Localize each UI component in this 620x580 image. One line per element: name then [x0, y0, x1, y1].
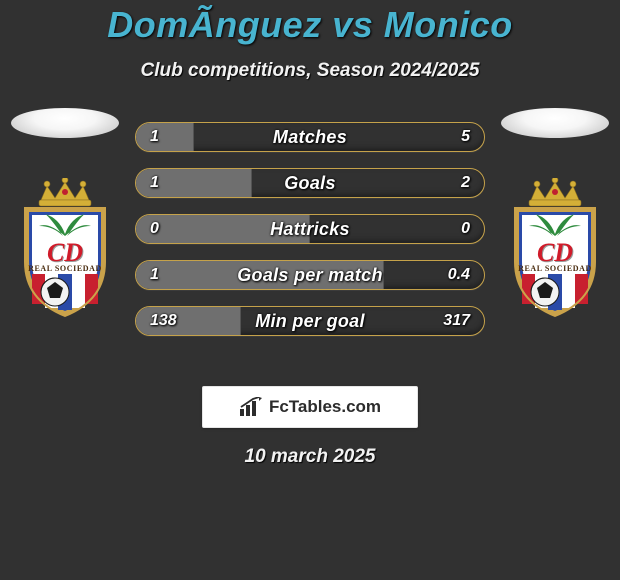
watermark-text: FcTables.com	[269, 397, 381, 417]
stat-label: Goals per match	[237, 265, 383, 286]
stat-label: Hattricks	[270, 219, 350, 240]
watermark-text-prefix: FcTables	[269, 397, 341, 416]
subtitle: Club competitions, Season 2024/2025	[0, 60, 620, 82]
crest-ball-icon	[531, 278, 559, 306]
crest-ball-icon	[41, 278, 69, 306]
stat-label: Goals	[284, 173, 336, 194]
player2-club-crest: CD REAL SOCIEDAD	[505, 178, 605, 318]
right-player-column: CD REAL SOCIEDAD	[490, 108, 620, 318]
player1-avatar-placeholder	[11, 108, 119, 138]
stat-row: 12Goals	[135, 168, 485, 198]
stat-label-wrap: Min per goal	[136, 307, 484, 335]
stat-label: Matches	[273, 127, 347, 148]
club-crest-svg	[505, 178, 605, 318]
stat-row: 00Hattricks	[135, 214, 485, 244]
club-crest-svg	[15, 178, 115, 318]
player1-name: DomÃ­nguez	[107, 4, 322, 45]
crest-crown-icon	[529, 178, 581, 206]
bar-chart-icon	[239, 397, 263, 417]
watermark-badge: FcTables.com	[202, 386, 418, 428]
left-player-column: CD REAL SOCIEDAD	[0, 108, 130, 318]
comparison-body: CD REAL SOCIEDAD	[0, 122, 620, 362]
title-vs: vs	[332, 4, 373, 45]
crest-crown-icon	[39, 178, 91, 206]
comparison-date: 10 march 2025	[0, 446, 620, 468]
stat-label-wrap: Goals	[136, 169, 484, 197]
comparison-infographic: DomÃ­nguez vs Monico Club competitions, …	[0, 0, 620, 580]
stat-label-wrap: Hattricks	[136, 215, 484, 243]
stat-row: 10.4Goals per match	[135, 260, 485, 290]
player1-club-crest: CD REAL SOCIEDAD	[15, 178, 115, 318]
stat-row: 138317Min per goal	[135, 306, 485, 336]
watermark-text-suffix: .com	[341, 397, 381, 416]
player2-avatar-placeholder	[501, 108, 609, 138]
player2-name: Monico	[384, 4, 513, 45]
stat-label: Min per goal	[255, 311, 365, 332]
stat-bars: 15Matches 12Goals 00Hattricks 10.4Goals per…	[135, 122, 485, 336]
stat-row: 15Matches	[135, 122, 485, 152]
stat-label-wrap: Matches	[136, 123, 484, 151]
page-title: DomÃ­nguez vs Monico	[0, 4, 620, 46]
stat-label-wrap: Goals per match	[136, 261, 484, 289]
